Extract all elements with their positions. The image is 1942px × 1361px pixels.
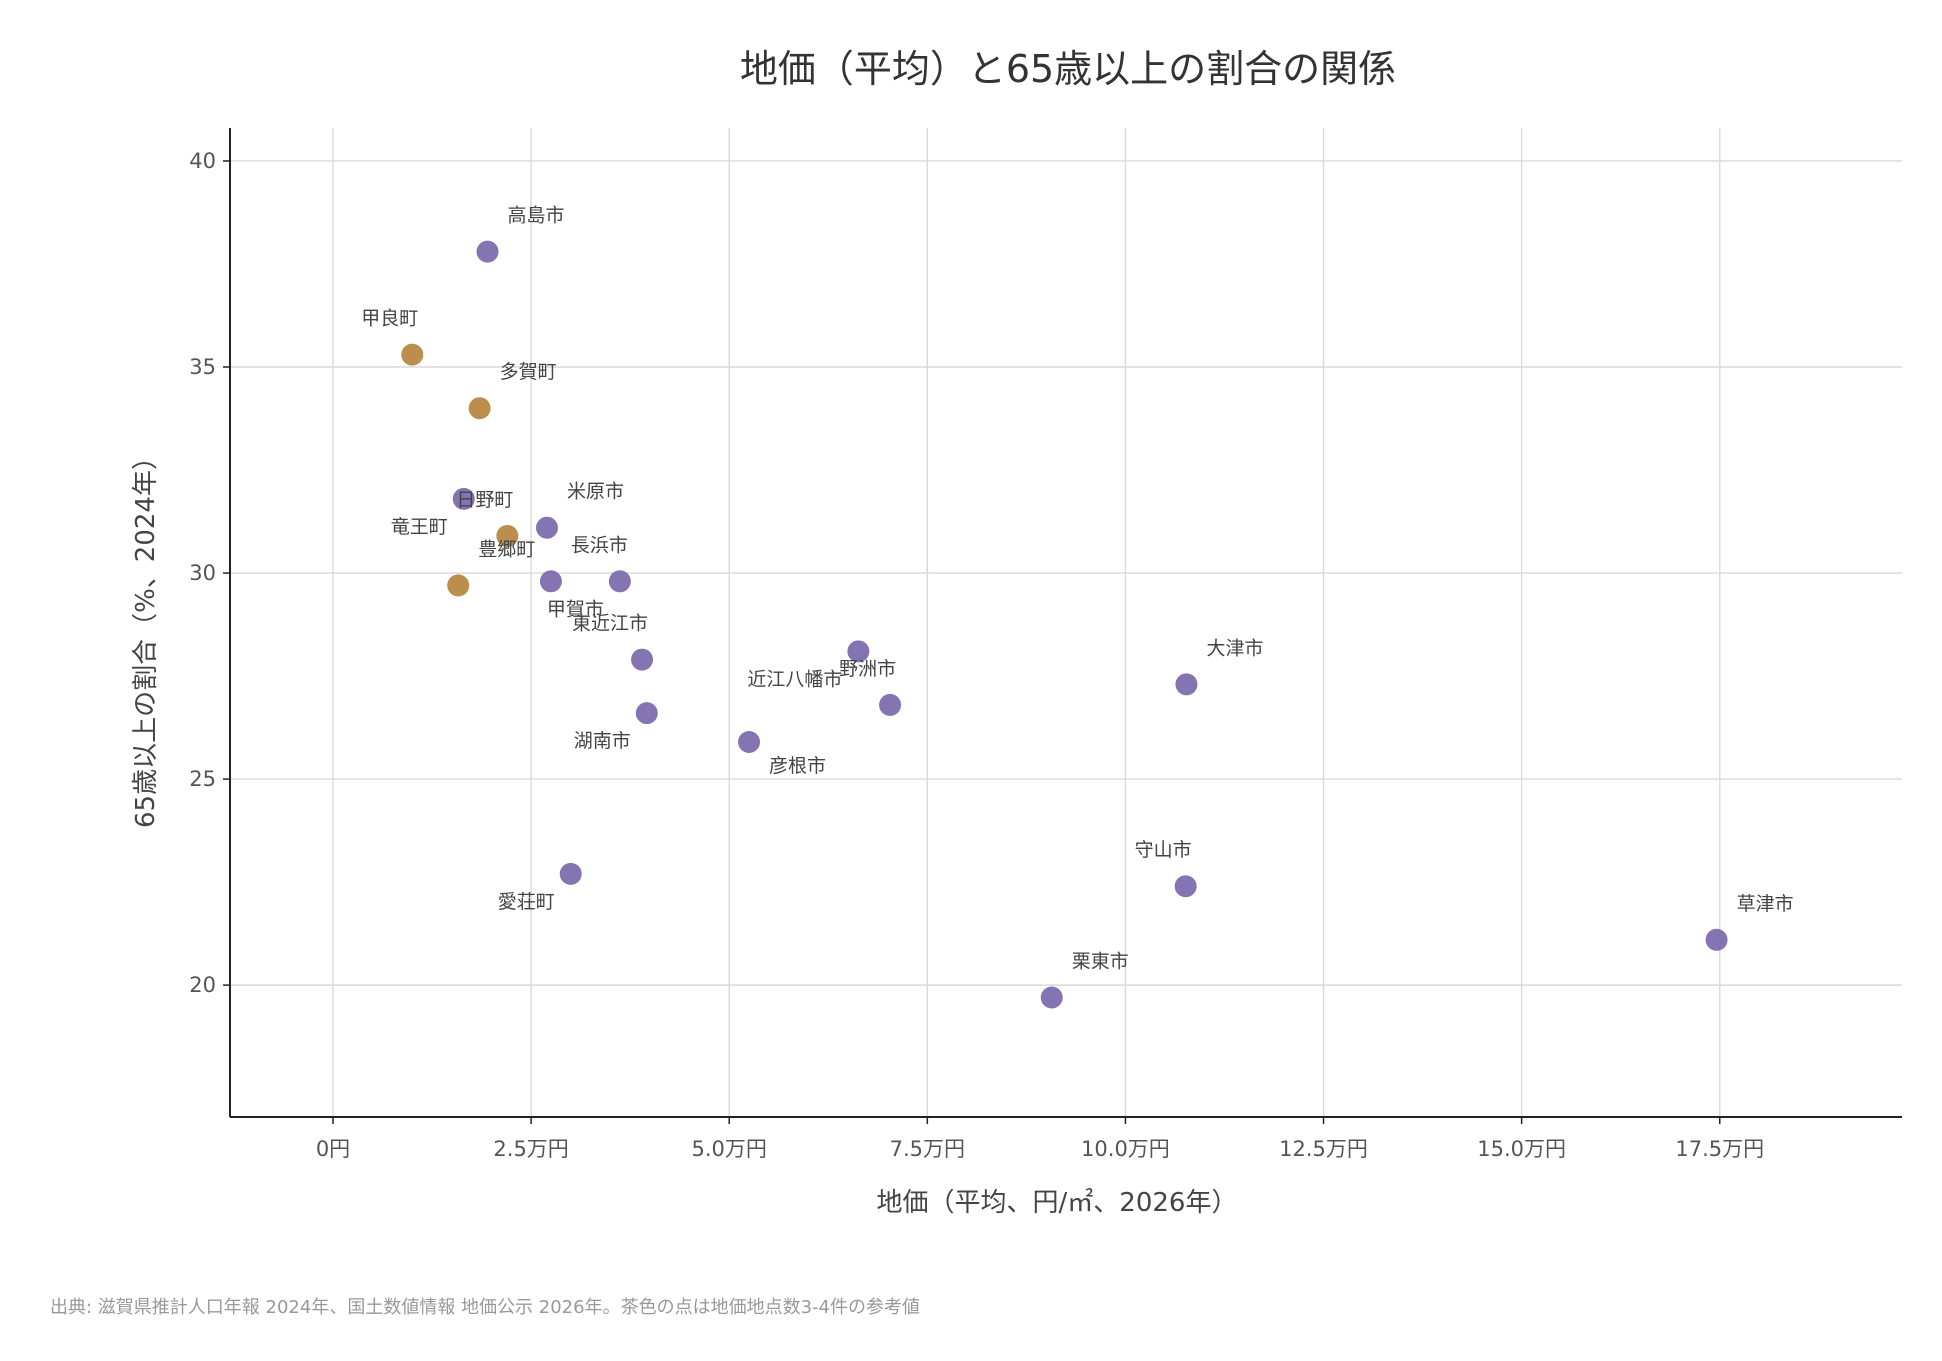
data-point — [539, 570, 562, 593]
y-tick-label: 40 — [189, 149, 216, 173]
x-tick-label: 17.5万円 — [1675, 1137, 1764, 1161]
data-point — [468, 397, 491, 420]
x-tick-label: 10.0万円 — [1081, 1137, 1170, 1161]
data-point — [879, 693, 902, 716]
point-label: 野洲市 — [839, 658, 896, 680]
y-tick-label: 20 — [189, 973, 216, 997]
point-label: 愛荘町 — [498, 891, 555, 913]
point-label: 長浜市 — [571, 534, 628, 556]
point-label: 守山市 — [1135, 839, 1192, 861]
data-point — [559, 862, 582, 885]
y-axis-label: 65歳以上の割合（%、2024年） — [131, 444, 161, 828]
data-point — [1174, 875, 1197, 898]
data-points — [401, 240, 1728, 1009]
data-point — [1705, 928, 1728, 951]
y-tick-label: 25 — [189, 767, 216, 791]
x-tick-label: 12.5万円 — [1279, 1137, 1368, 1161]
point-label: 日野町 — [456, 489, 513, 511]
point-label: 栗東市 — [1072, 950, 1129, 972]
point-label: 豊郷町 — [478, 538, 535, 560]
x-tick-label: 15.0万円 — [1477, 1137, 1566, 1161]
data-point — [476, 240, 499, 263]
x-tick-label: 5.0万円 — [692, 1137, 767, 1161]
source-note: 出典: 滋賀県推計人口年報 2024年、国土数値情報 地価公示 2026年。茶色… — [50, 1297, 920, 1318]
data-point — [1175, 673, 1198, 696]
data-point — [738, 731, 761, 754]
point-label: 高島市 — [508, 205, 565, 227]
point-label: 湖南市 — [574, 730, 631, 752]
chart-title: 地価（平均）と65歳以上の割合の関係 — [740, 47, 1396, 91]
x-axis-label: 地価（平均、円/㎡、2026年） — [877, 1188, 1238, 1218]
x-tick-label: 0円 — [316, 1137, 350, 1161]
data-point — [535, 516, 558, 539]
grid — [230, 128, 1902, 1117]
point-label: 草津市 — [1737, 893, 1794, 915]
data-point — [635, 702, 658, 725]
y-tick-label: 35 — [189, 355, 216, 379]
point-label: 多賀町 — [500, 361, 557, 383]
point-label: 大津市 — [1206, 637, 1263, 659]
x-tick-label: 7.5万円 — [890, 1137, 965, 1161]
data-point — [847, 640, 870, 663]
point-label: 近江八幡市 — [747, 668, 842, 690]
data-point — [1040, 986, 1063, 1009]
data-point — [401, 343, 424, 366]
data-point — [496, 524, 519, 547]
data-point — [452, 487, 475, 510]
point-label: 甲良町 — [361, 308, 418, 330]
data-point — [631, 648, 654, 671]
point-label: 米原市 — [567, 481, 624, 503]
x-axis-ticks: 0円 2.5万円 5.0万円 7.5万円 10.0万円 12.5万円 15.0万円 17.5万… — [316, 1117, 1764, 1161]
y-tick-label: 30 — [189, 561, 216, 585]
point-label: 竜王町 — [391, 516, 448, 538]
point-label: 甲賀市 — [547, 598, 604, 620]
point-label: 東近江市 — [572, 613, 648, 635]
data-point — [447, 574, 470, 597]
x-tick-label: 2.5万円 — [493, 1137, 568, 1161]
y-axis-ticks: 20 25 30 35 40 — [189, 149, 230, 997]
data-point — [608, 570, 631, 593]
point-label: 彦根市 — [769, 755, 826, 777]
